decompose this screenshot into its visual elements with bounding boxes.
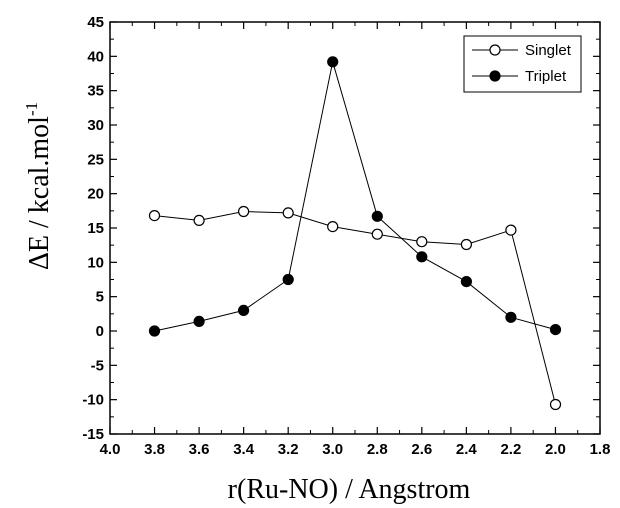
data-point-triplet (460, 276, 472, 288)
x-tick-label: 2.8 (367, 441, 388, 458)
y-tick-label: 35 (87, 83, 104, 100)
x-tick-label: 3.4 (233, 441, 255, 458)
y-tick-label: 5 (96, 289, 104, 306)
data-point-triplet (193, 315, 205, 327)
y-tick-label: 25 (87, 151, 104, 168)
y-tick-label: 0 (96, 323, 104, 340)
x-tick-label: 2.2 (500, 441, 521, 458)
data-point-triplet (505, 311, 517, 323)
data-point-triplet (148, 325, 161, 337)
y-axis-title-main: ΔE / kcal.mol (24, 116, 55, 270)
data-point-triplet (282, 273, 294, 286)
y-tick-label: -5 (91, 357, 104, 374)
legend: Singlet Triplet (463, 35, 582, 93)
data-point-singlet (416, 236, 428, 248)
series-line-singlet (154, 210, 556, 405)
y-tick-label: -15 (82, 426, 104, 443)
data-point-singlet (193, 214, 205, 226)
data-point-singlet (549, 398, 562, 411)
x-tick-label: 1.8 (590, 441, 611, 458)
y-tick-labels: -15 -10 -5 0 5 10 15 20 25 30 35 40 45 (82, 14, 104, 443)
data-point-singlet (148, 210, 161, 222)
data-point-triplet (416, 251, 428, 263)
series-line-triplet (154, 61, 556, 332)
data-point-triplet (371, 210, 383, 222)
x-tick-label: 2.0 (545, 441, 566, 458)
data-point-singlet (282, 207, 294, 219)
axis-ticks (109, 21, 601, 435)
data-point-singlet (460, 238, 472, 251)
data-point-triplet (238, 304, 250, 316)
y-tick-label: 40 (87, 48, 104, 65)
y-tick-label: 10 (87, 254, 104, 271)
x-tick-label: 3.6 (189, 441, 210, 458)
x-axis-title: r(Ru-NO) / Angstrom (228, 474, 471, 505)
x-tick-labels: 4.0 3.8 3.6 3.4 3.2 3.0 2.8 2.6 2.4 2.2 2.0 1.8 (100, 441, 611, 458)
y-tick-label: 20 (87, 186, 104, 203)
x-tick-label: 2.6 (411, 441, 432, 458)
y-tick-label: -10 (82, 392, 104, 409)
data-point-singlet (505, 224, 517, 236)
legend-marker-triplet (489, 70, 501, 82)
data-point-singlet (238, 205, 250, 218)
x-tick-label: 2.4 (456, 441, 478, 458)
legend-label-triplet: Triplet (525, 68, 567, 85)
data-point-triplet (327, 56, 339, 68)
y-tick-label: 30 (87, 117, 104, 134)
x-tick-label: 3.8 (144, 441, 165, 458)
legend-label-singlet: Singlet (525, 42, 572, 59)
x-tick-label: 3.2 (278, 441, 299, 458)
y-axis-title-superscript: -1 (22, 102, 41, 116)
y-tick-label: 45 (87, 14, 104, 31)
x-tick-label: 3.0 (322, 441, 343, 458)
y-tick-label: 15 (87, 220, 104, 237)
y-axis-title: ΔE / kcal.mol-1 (22, 102, 55, 270)
data-point-singlet (327, 221, 339, 233)
data-point-singlet (371, 228, 383, 240)
series-layer (148, 56, 562, 411)
legend-marker-singlet (489, 44, 501, 56)
x-tick-label: 4.0 (100, 441, 121, 458)
data-point-triplet (549, 324, 562, 336)
legend-box (463, 35, 582, 93)
